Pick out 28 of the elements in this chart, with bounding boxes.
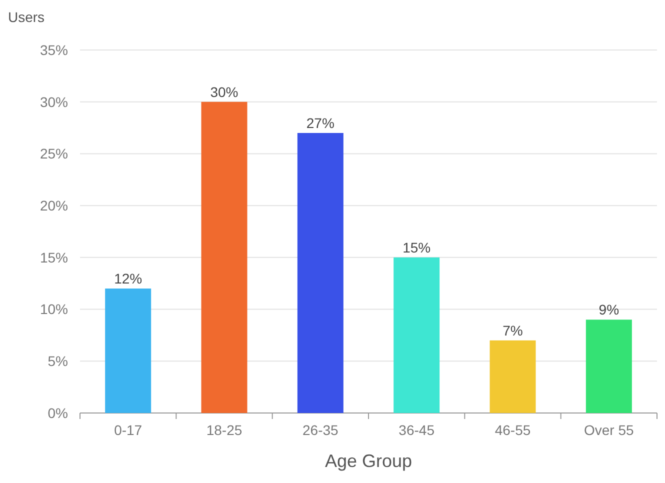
x-tick-label: 18-25 xyxy=(206,422,242,438)
y-tick-label: 35% xyxy=(40,42,68,58)
x-tick-label: 26-35 xyxy=(302,422,339,438)
y-tick-label: 30% xyxy=(40,94,68,110)
data-label: 7% xyxy=(502,322,523,338)
y-tick-label: 0% xyxy=(48,404,68,421)
bar xyxy=(394,257,440,413)
data-label: 30% xyxy=(210,84,238,100)
data-label: 12% xyxy=(114,270,142,287)
y-tick-label: 15% xyxy=(40,249,68,266)
data-label: 27% xyxy=(306,114,334,131)
x-tick-label: 0-17 xyxy=(114,422,142,438)
x-axis-title: Age Group xyxy=(324,451,412,471)
y-tick-label: 10% xyxy=(40,301,68,318)
bar xyxy=(105,288,152,413)
y-tick-label: 25% xyxy=(40,146,68,162)
bar xyxy=(490,340,536,413)
data-label: 9% xyxy=(598,302,620,318)
data-label: 15% xyxy=(402,239,431,256)
bar xyxy=(201,102,248,413)
x-tick-label: 36-45 xyxy=(398,422,435,438)
x-tick-label: Over 55 xyxy=(584,422,634,438)
x-tick-label: 46-55 xyxy=(494,422,531,438)
y-axis-title: Users xyxy=(8,9,45,25)
bar xyxy=(586,320,632,413)
y-tick-label: 20% xyxy=(40,197,68,214)
y-tick-label: 5% xyxy=(48,353,68,370)
bar xyxy=(297,132,344,413)
